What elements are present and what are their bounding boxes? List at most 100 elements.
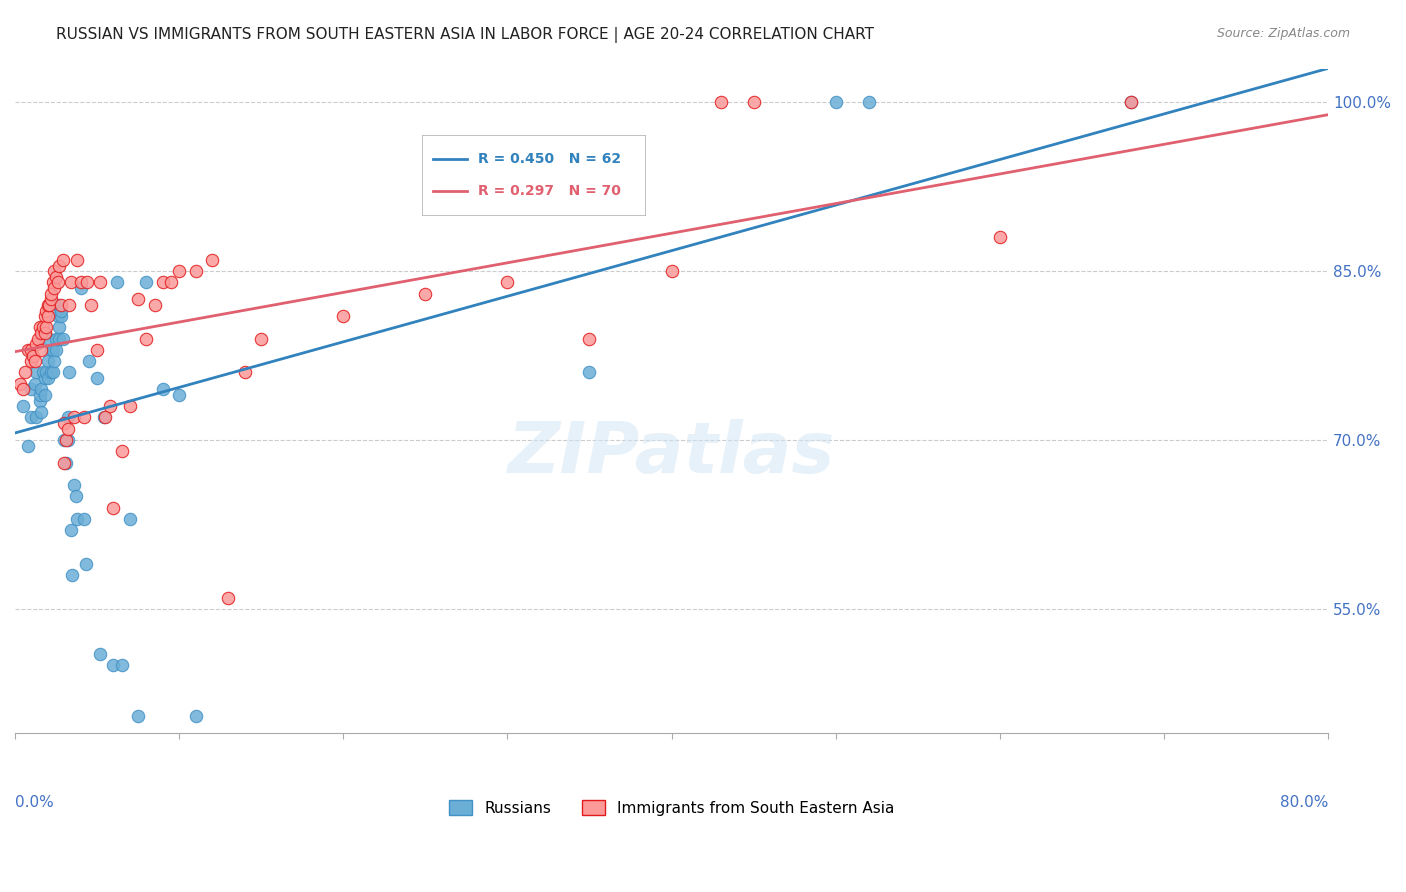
Immigrants from South Eastern Asia bbox=[37, 309, 59, 323]
Russians bbox=[34, 371, 56, 385]
Russians bbox=[45, 332, 67, 346]
Russians bbox=[578, 366, 600, 380]
Russians bbox=[32, 366, 55, 380]
Russians bbox=[45, 343, 67, 357]
Russians bbox=[56, 433, 79, 447]
Immigrants from South Eastern Asia bbox=[17, 343, 39, 357]
Russians bbox=[93, 410, 115, 425]
Immigrants from South Eastern Asia bbox=[988, 230, 1011, 244]
Immigrants from South Eastern Asia bbox=[73, 410, 96, 425]
Russians bbox=[167, 388, 190, 402]
Russians bbox=[42, 343, 65, 357]
Russians bbox=[135, 276, 157, 290]
Russians bbox=[66, 512, 89, 526]
Immigrants from South Eastern Asia bbox=[89, 276, 111, 290]
Immigrants from South Eastern Asia bbox=[39, 286, 62, 301]
Russians bbox=[39, 343, 62, 357]
Russians bbox=[62, 568, 84, 582]
Russians bbox=[118, 512, 141, 526]
Russians bbox=[111, 658, 134, 673]
Immigrants from South Eastern Asia bbox=[661, 264, 683, 278]
Immigrants from South Eastern Asia bbox=[160, 276, 183, 290]
Russians bbox=[103, 658, 125, 673]
Russians bbox=[77, 354, 100, 368]
Immigrants from South Eastern Asia bbox=[37, 298, 59, 312]
Russians bbox=[25, 410, 48, 425]
Immigrants from South Eastern Asia bbox=[201, 252, 224, 267]
Russians bbox=[46, 298, 69, 312]
Immigrants from South Eastern Asia bbox=[42, 276, 65, 290]
Russians bbox=[127, 708, 149, 723]
Immigrants from South Eastern Asia bbox=[118, 399, 141, 413]
Immigrants from South Eastern Asia bbox=[250, 332, 273, 346]
Russians bbox=[30, 382, 52, 396]
Immigrants from South Eastern Asia bbox=[127, 293, 149, 307]
Russians bbox=[63, 478, 86, 492]
Immigrants from South Eastern Asia bbox=[24, 354, 46, 368]
Immigrants from South Eastern Asia bbox=[44, 264, 66, 278]
Immigrants from South Eastern Asia bbox=[35, 303, 58, 318]
Immigrants from South Eastern Asia bbox=[578, 332, 600, 346]
Russians bbox=[38, 332, 60, 346]
Immigrants from South Eastern Asia bbox=[55, 433, 77, 447]
Immigrants from South Eastern Asia bbox=[111, 444, 134, 458]
Immigrants from South Eastern Asia bbox=[38, 298, 60, 312]
Russians bbox=[824, 95, 846, 110]
Immigrants from South Eastern Asia bbox=[34, 326, 56, 340]
Immigrants from South Eastern Asia bbox=[415, 286, 437, 301]
Immigrants from South Eastern Asia bbox=[59, 276, 82, 290]
Immigrants from South Eastern Asia bbox=[53, 416, 76, 430]
Russians bbox=[44, 354, 66, 368]
Immigrants from South Eastern Asia bbox=[86, 343, 108, 357]
Immigrants from South Eastern Asia bbox=[143, 298, 166, 312]
Russians bbox=[55, 456, 77, 470]
Russians bbox=[28, 388, 51, 402]
Immigrants from South Eastern Asia bbox=[25, 337, 48, 351]
Immigrants from South Eastern Asia bbox=[30, 326, 52, 340]
Immigrants from South Eastern Asia bbox=[79, 298, 101, 312]
Text: ZIPatlas: ZIPatlas bbox=[508, 419, 835, 488]
Text: 80.0%: 80.0% bbox=[1279, 795, 1329, 810]
Russians bbox=[56, 410, 79, 425]
Immigrants from South Eastern Asia bbox=[742, 95, 765, 110]
Russians bbox=[39, 366, 62, 380]
Immigrants from South Eastern Asia bbox=[152, 276, 174, 290]
Immigrants from South Eastern Asia bbox=[28, 320, 51, 334]
Russians bbox=[152, 382, 174, 396]
Russians bbox=[69, 281, 91, 295]
Russians bbox=[48, 320, 70, 334]
Immigrants from South Eastern Asia bbox=[94, 410, 117, 425]
Immigrants from South Eastern Asia bbox=[56, 422, 79, 436]
Russians bbox=[65, 489, 87, 503]
Immigrants from South Eastern Asia bbox=[53, 456, 76, 470]
Immigrants from South Eastern Asia bbox=[39, 293, 62, 307]
Immigrants from South Eastern Asia bbox=[20, 354, 42, 368]
Russians bbox=[28, 393, 51, 408]
Immigrants from South Eastern Asia bbox=[30, 343, 52, 357]
Immigrants from South Eastern Asia bbox=[45, 269, 67, 284]
Immigrants from South Eastern Asia bbox=[52, 252, 75, 267]
Immigrants from South Eastern Asia bbox=[63, 410, 86, 425]
Russians bbox=[37, 354, 59, 368]
Russians bbox=[20, 382, 42, 396]
Russians bbox=[1121, 95, 1143, 110]
Immigrants from South Eastern Asia bbox=[69, 276, 91, 290]
Immigrants from South Eastern Asia bbox=[22, 349, 45, 363]
Immigrants from South Eastern Asia bbox=[233, 366, 256, 380]
Immigrants from South Eastern Asia bbox=[32, 320, 55, 334]
Russians bbox=[75, 557, 97, 571]
Russians bbox=[42, 366, 65, 380]
Immigrants from South Eastern Asia bbox=[44, 281, 66, 295]
Russians bbox=[17, 439, 39, 453]
Immigrants from South Eastern Asia bbox=[332, 309, 354, 323]
Text: 0.0%: 0.0% bbox=[15, 795, 53, 810]
Immigrants from South Eastern Asia bbox=[46, 276, 69, 290]
Russians bbox=[49, 303, 72, 318]
Russians bbox=[89, 647, 111, 661]
Immigrants from South Eastern Asia bbox=[48, 259, 70, 273]
Immigrants from South Eastern Asia bbox=[20, 343, 42, 357]
Russians bbox=[86, 371, 108, 385]
Russians bbox=[20, 410, 42, 425]
Russians bbox=[46, 309, 69, 323]
Immigrants from South Eastern Asia bbox=[14, 366, 37, 380]
